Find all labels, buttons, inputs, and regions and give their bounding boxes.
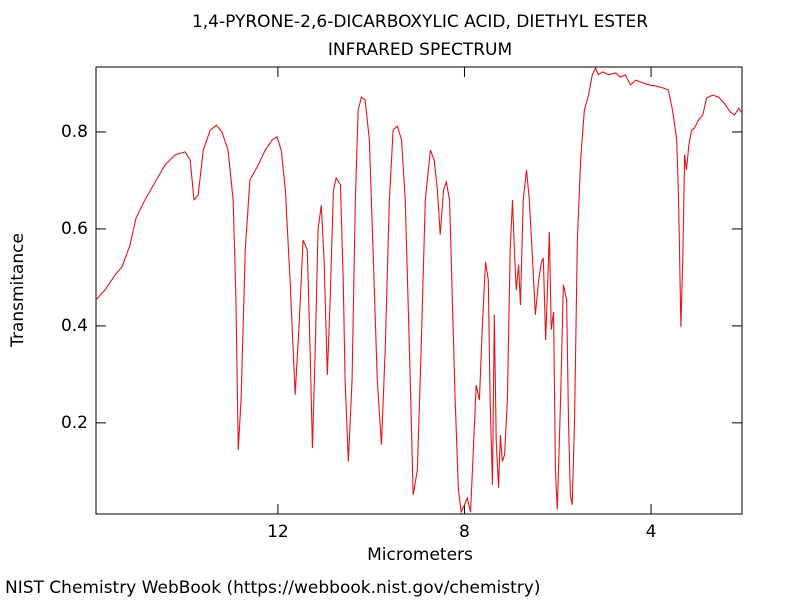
- x-tick-label: 8: [459, 522, 470, 542]
- y-axis-label: Transmitance: [8, 233, 28, 348]
- y-tick-label: 0.6: [61, 219, 88, 239]
- x-tick-label: 12: [267, 522, 289, 542]
- x-tick-label: 4: [646, 522, 657, 542]
- y-tick-label: 0.4: [61, 316, 88, 336]
- plot-frame: [95, 66, 743, 515]
- spectrum-line: [95, 66, 743, 515]
- y-tick-label: 0.2: [61, 413, 88, 433]
- chart-title: 1,4-PYRONE-2,6-DICARBOXYLIC ACID, DIETHY…: [192, 12, 648, 32]
- x-axis-label: Micrometers: [367, 545, 473, 565]
- y-tick-label: 0.8: [61, 122, 88, 142]
- chart-subtitle: INFRARED SPECTRUM: [328, 40, 512, 60]
- source-note: NIST Chemistry WebBook (https://webbook.…: [5, 578, 540, 598]
